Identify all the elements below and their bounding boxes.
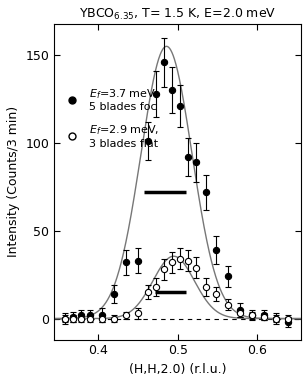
Title: YBCO$_{6.35}$, T= 1.5 K, E=2.0 meV: YBCO$_{6.35}$, T= 1.5 K, E=2.0 meV xyxy=(79,7,276,22)
Y-axis label: Intensity (Counts/3 min): Intensity (Counts/3 min) xyxy=(7,106,20,257)
Legend: $E_f$=3.7 meV,
5 blades foc, $E_f$=2.9 meV,
3 blades flat: $E_f$=3.7 meV, 5 blades foc, $E_f$=2.9 m… xyxy=(56,83,164,154)
X-axis label: (H,H,2.0) (r.l.u.): (H,H,2.0) (r.l.u.) xyxy=(129,363,226,376)
